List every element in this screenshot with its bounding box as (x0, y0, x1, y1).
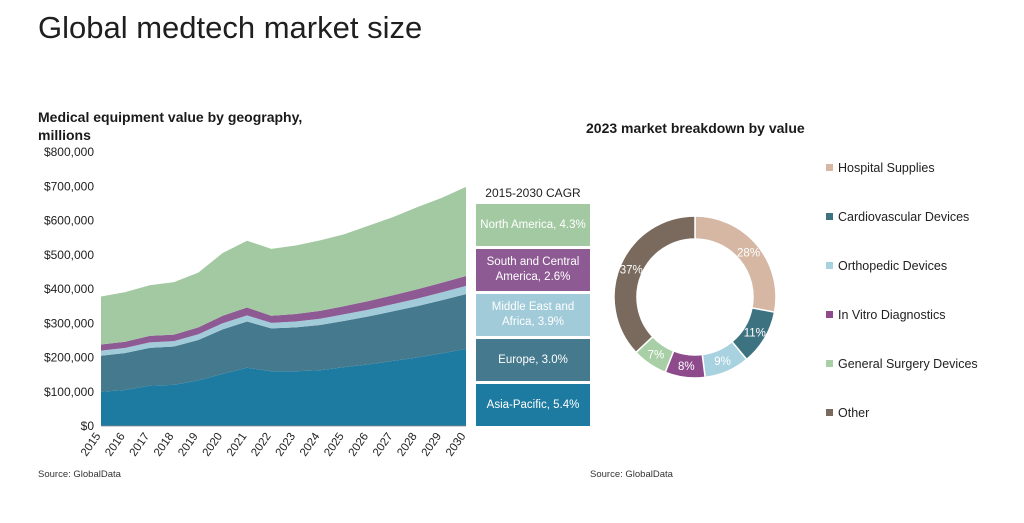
legend-swatch (826, 213, 833, 221)
legend-label: In Vitro Diagnostics (838, 308, 946, 322)
donut-value-label: 8% (678, 361, 695, 373)
y-tick-label: $800,000 (44, 145, 94, 159)
donut-slice-other (613, 215, 696, 354)
y-tick-label: $200,000 (44, 351, 94, 365)
cagr-box: South and Central America, 2.6% (476, 249, 590, 291)
cagr-box: Europe, 3.0% (476, 339, 590, 381)
source-left: Source: GlobalData (38, 469, 121, 480)
y-tick-label: $600,000 (44, 214, 94, 228)
donut-value-label: 7% (648, 349, 665, 361)
cagr-header: 2015-2030 CAGR (485, 186, 581, 200)
cagr-box: Middle East and Africa, 3.9% (476, 294, 590, 336)
donut-value-label: 9% (714, 356, 731, 368)
y-tick-label: $100,000 (44, 385, 94, 399)
y-tick-label: $700,000 (44, 179, 94, 193)
legend-item: Other (826, 405, 869, 421)
legend-label: Orthopedic Devices (838, 259, 948, 273)
donut-value-label: 28% (737, 248, 760, 260)
legend-swatch (826, 164, 833, 172)
legend-swatch (826, 409, 833, 417)
area-series-asia-pacific (101, 348, 466, 426)
left-chart-title: Medical equipment value by geography, mi… (38, 109, 303, 143)
area-series-middle-east-and-africa (101, 285, 466, 356)
cagr-box: Asia-Pacific, 5.4% (476, 384, 590, 426)
legend-label: Other (838, 406, 870, 420)
legend-item: General Surgery Devices (826, 356, 978, 372)
page-title: Global medtech market size (38, 10, 423, 45)
y-tick-label: $500,000 (44, 248, 94, 262)
legend-swatch (826, 262, 833, 270)
legend-label: Cardiovascular Devices (838, 210, 970, 224)
donut-value-label: 37% (620, 264, 643, 276)
legend-label: Hospital Supplies (838, 161, 935, 175)
legend-swatch (826, 360, 833, 368)
legend-label: General Surgery Devices (838, 357, 978, 371)
right-chart-title: 2023 market breakdown by value (586, 120, 805, 136)
cagr-box: North America, 4.3% (476, 204, 590, 246)
donut-slice-hospital-supplies (694, 215, 777, 314)
legend-item: Cardiovascular Devices (826, 209, 969, 225)
area-series-north-america (101, 186, 466, 345)
source-right: Source: GlobalData (590, 469, 673, 480)
y-tick-label: $400,000 (44, 282, 94, 296)
legend-swatch (826, 311, 833, 319)
legend-item: Hospital Supplies (826, 160, 935, 176)
area-series-europe (101, 294, 466, 392)
legend-item: In Vitro Diagnostics (826, 307, 945, 323)
donut-value-label: 11% (744, 327, 766, 339)
legend-item: Orthopedic Devices (826, 258, 947, 274)
area-series-south-and-central-america (101, 276, 466, 351)
y-tick-label: $300,000 (44, 316, 94, 330)
y-tick-label: $0 (81, 419, 95, 433)
